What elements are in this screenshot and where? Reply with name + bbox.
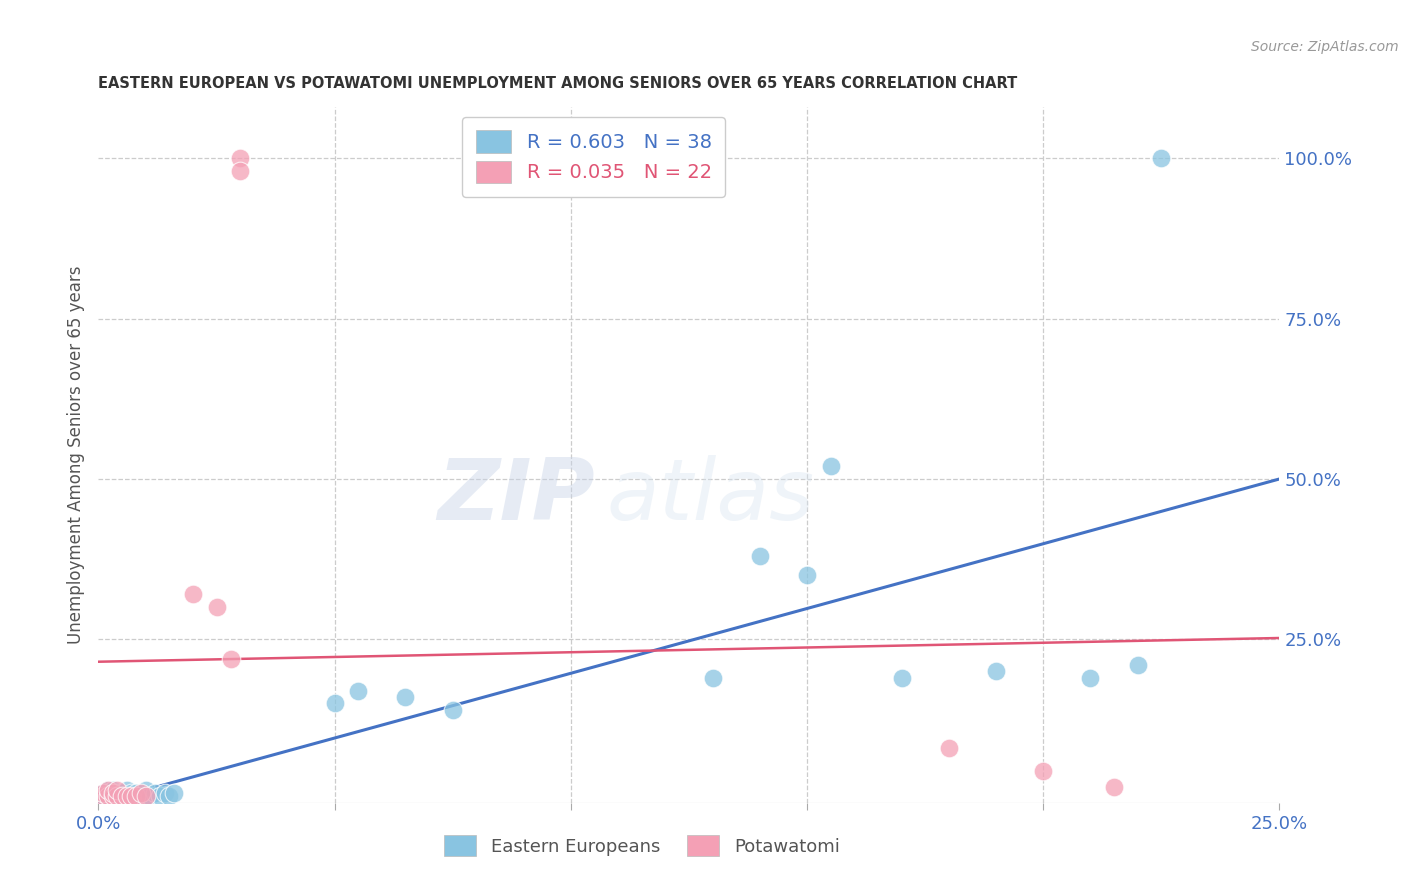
- Point: [153, 786, 176, 800]
- Point: [135, 789, 157, 804]
- Point: [111, 789, 134, 804]
- Point: [121, 789, 143, 804]
- Point: [91, 786, 114, 800]
- Point: [115, 783, 138, 797]
- Point: [347, 683, 370, 698]
- Text: atlas: atlas: [606, 455, 814, 538]
- Point: [1080, 671, 1102, 685]
- Legend: Eastern Europeans, Potawatomi: Eastern Europeans, Potawatomi: [436, 828, 846, 863]
- Point: [702, 671, 724, 685]
- Point: [125, 789, 148, 804]
- Point: [105, 786, 128, 800]
- Point: [748, 549, 770, 563]
- Point: [149, 789, 172, 804]
- Point: [91, 789, 114, 804]
- Y-axis label: Unemployment Among Seniors over 65 years: Unemployment Among Seniors over 65 years: [66, 266, 84, 644]
- Point: [984, 665, 1007, 679]
- Point: [441, 703, 464, 717]
- Point: [105, 789, 128, 804]
- Text: Source: ZipAtlas.com: Source: ZipAtlas.com: [1251, 40, 1399, 54]
- Point: [394, 690, 416, 704]
- Point: [97, 789, 120, 804]
- Point: [129, 786, 152, 800]
- Point: [115, 789, 138, 804]
- Point: [97, 783, 120, 797]
- Point: [97, 783, 120, 797]
- Point: [129, 789, 152, 804]
- Point: [91, 789, 114, 804]
- Point: [323, 697, 346, 711]
- Point: [1150, 152, 1173, 166]
- Point: [1102, 780, 1125, 794]
- Point: [143, 786, 166, 800]
- Point: [229, 152, 252, 166]
- Text: ZIP: ZIP: [437, 455, 595, 538]
- Point: [135, 783, 157, 797]
- Point: [125, 786, 148, 800]
- Point: [1126, 657, 1149, 672]
- Point: [157, 789, 180, 804]
- Point: [163, 786, 186, 800]
- Point: [101, 786, 124, 800]
- Point: [205, 600, 228, 615]
- Point: [181, 587, 204, 601]
- Point: [105, 783, 128, 797]
- Text: EASTERN EUROPEAN VS POTAWATOMI UNEMPLOYMENT AMONG SENIORS OVER 65 YEARS CORRELAT: EASTERN EUROPEAN VS POTAWATOMI UNEMPLOYM…: [98, 76, 1018, 91]
- Point: [105, 789, 128, 804]
- Point: [890, 671, 912, 685]
- Point: [91, 786, 114, 800]
- Point: [938, 741, 960, 756]
- Point: [135, 789, 157, 804]
- Point: [101, 783, 124, 797]
- Point: [796, 568, 818, 582]
- Point: [820, 459, 842, 474]
- Point: [101, 786, 124, 800]
- Point: [121, 786, 143, 800]
- Point: [121, 789, 143, 804]
- Point: [139, 789, 162, 804]
- Point: [111, 786, 134, 800]
- Point: [115, 789, 138, 804]
- Point: [229, 164, 252, 178]
- Point: [97, 789, 120, 804]
- Point: [1032, 764, 1054, 778]
- Point: [101, 789, 124, 804]
- Point: [111, 789, 134, 804]
- Point: [101, 789, 124, 804]
- Point: [219, 651, 242, 665]
